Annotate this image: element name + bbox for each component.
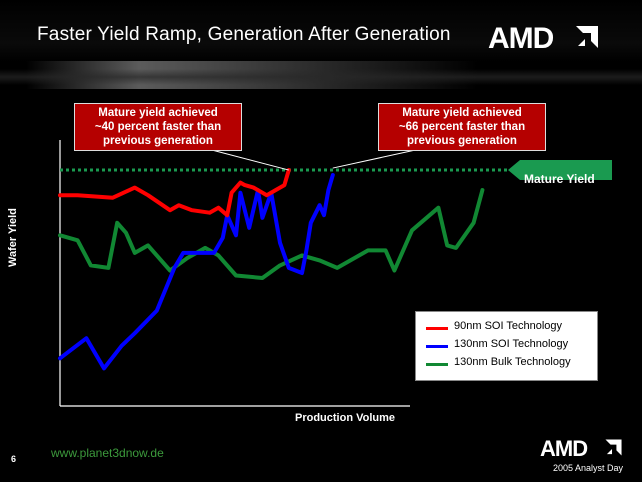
callout-right-pointer	[332, 148, 421, 169]
callout-right-line-1: Mature yield achieved	[402, 107, 522, 119]
legend-swatch-130nm-bulk	[426, 363, 448, 366]
y-axis-label: Wafer Yield	[7, 208, 19, 267]
page-number: 6	[11, 454, 17, 464]
legend-label-90nm-soi: 90nm SOI Technology	[454, 320, 563, 332]
callout-right-line-2: ~66 percent faster than	[398, 121, 526, 133]
footer-amd-logo-text: AMD	[540, 436, 588, 461]
amd-arrow-icon	[576, 26, 598, 48]
legend-swatch-130nm-soi	[426, 345, 448, 348]
title-bar	[0, 0, 642, 62]
legend-label-130nm-soi: 130nm SOI Technology	[454, 338, 569, 350]
footer-amd-logo: AMD	[540, 436, 622, 462]
legend-swatch-90nm-soi	[426, 327, 448, 330]
slide-title: Faster Yield Ramp, Generation After Gene…	[37, 24, 451, 45]
footer-amd-arrow-icon	[605, 439, 622, 456]
callout-left-pointer	[207, 148, 289, 171]
legend-label-130nm-bulk: 130nm Bulk Technology	[454, 356, 571, 368]
series-90nm-soi-line	[58, 168, 291, 218]
mature-yield-label: Mature Yield	[524, 172, 595, 186]
mature-yield-arrow	[508, 160, 612, 181]
chart-legend: 90nm SOI Technology 130nm SOI Technology…	[415, 311, 598, 381]
website-link[interactable]: www.planet3dnow.de	[51, 446, 164, 460]
footer-event-label: 2005 Analyst Day	[553, 463, 624, 473]
callout-right: Mature yield achieved ~66 percent faster…	[378, 103, 546, 151]
series-130nm-soi-line	[58, 173, 335, 371]
callout-left-line-2: ~40 percent faster than	[94, 121, 222, 133]
amd-logo: AMD	[488, 22, 598, 56]
callout-left-line-3: previous generation	[103, 135, 213, 147]
callout-right-line-3: previous generation	[407, 135, 517, 147]
callout-left: Mature yield achieved ~40 percent faster…	[74, 103, 242, 151]
series-130nm-bulk-line	[58, 188, 485, 280]
title-underline-shadow	[0, 69, 642, 85]
x-axis-label: Production Volume	[295, 412, 396, 424]
callout-left-line-1: Mature yield achieved	[98, 107, 218, 119]
amd-logo-text: AMD	[488, 22, 554, 55]
